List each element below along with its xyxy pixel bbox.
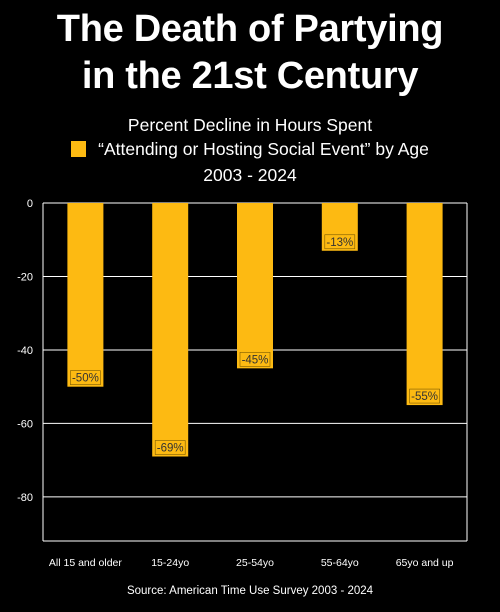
x-tick-label: 55-64yo — [321, 557, 359, 569]
data-label: -13% — [326, 237, 353, 249]
chart-title-line-3: 2003 - 2024 — [203, 165, 297, 185]
y-tick-label: -80 — [17, 492, 33, 504]
bar-chart: -50% -69% -45% -13% -55% 0 -20 -40 -60 -80 All 1… — [17, 198, 468, 569]
data-label: -50% — [72, 373, 99, 385]
data-label: -69% — [157, 443, 184, 455]
x-tick-layer: All 15 and older 15-24yo 25-54yo 55-64yo 65y… — [49, 557, 454, 569]
legend-label: “Attending or Hosting Social Event” by A… — [98, 139, 429, 159]
y-tick-label: -20 — [17, 271, 33, 283]
x-tick-label: 65yo and up — [396, 557, 454, 569]
x-tick-label: All 15 and older — [49, 557, 122, 569]
data-label-layer: -50% -69% -45% -13% -55% — [70, 234, 440, 455]
title-line-1: The Death of Partying — [56, 8, 444, 50]
legend-swatch — [71, 141, 87, 157]
title-line-2: in the 21st Century — [81, 55, 419, 97]
data-label-box — [409, 388, 440, 404]
x-tick-label: 25-54yo — [236, 557, 274, 569]
data-label: -55% — [411, 391, 438, 403]
data-label-box — [324, 234, 356, 250]
y-tick-label: 0 — [27, 198, 33, 210]
bar — [67, 203, 104, 387]
data-label-box — [239, 352, 271, 367]
data-label-box — [154, 440, 186, 455]
y-tick-layer: 0 -20 -40 -60 -80 — [17, 198, 33, 504]
y-tick-label: -60 — [17, 418, 33, 430]
bar — [237, 203, 273, 369]
bar — [406, 203, 443, 406]
data-label: -45% — [242, 354, 269, 366]
chart-title: Percent Decline in Hours Spent “Attendin… — [0, 113, 500, 187]
legend: “Attending or Hosting Social Event” by A… — [71, 137, 429, 161]
y-tick-label: -40 — [17, 345, 33, 357]
bar-layer — [67, 203, 443, 457]
chart-title-line-1: Percent Decline in Hours Spent — [127, 115, 373, 135]
x-tick-label: 15-24yo — [151, 557, 189, 569]
data-label-box — [70, 370, 101, 385]
source-note: Source: American Time Use Survey 2003 - … — [126, 585, 374, 597]
page-title: The Death of Partying in the 21st Centur… — [0, 6, 500, 100]
bar — [152, 203, 189, 457]
